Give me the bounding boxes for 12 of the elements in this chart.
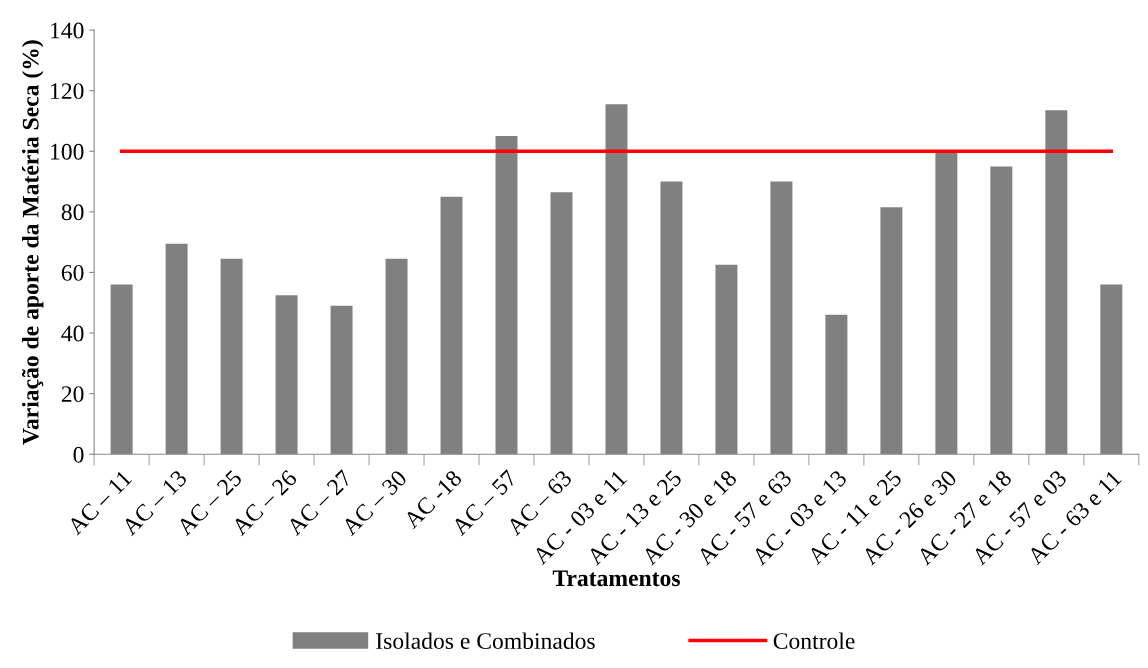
y-tick-label: 100	[51, 143, 84, 160]
y-tick-label: 0	[73, 446, 84, 463]
y-tick-label: 60	[61, 264, 84, 281]
legend-label: Isolados e Combinados	[376, 632, 595, 650]
y-tick-label: 40	[61, 325, 84, 342]
legend-label: Controle	[773, 632, 855, 650]
y-axis-title: Variação de aporte da Matéria Seca (%)	[21, 40, 44, 445]
y-tick-label: 80	[61, 204, 84, 221]
y-tick-label: 20	[61, 386, 84, 403]
y-tick-label: 120	[51, 83, 84, 100]
x-axis-title: Tratamentos	[552, 570, 680, 587]
y-tick-label: 140	[51, 22, 84, 39]
